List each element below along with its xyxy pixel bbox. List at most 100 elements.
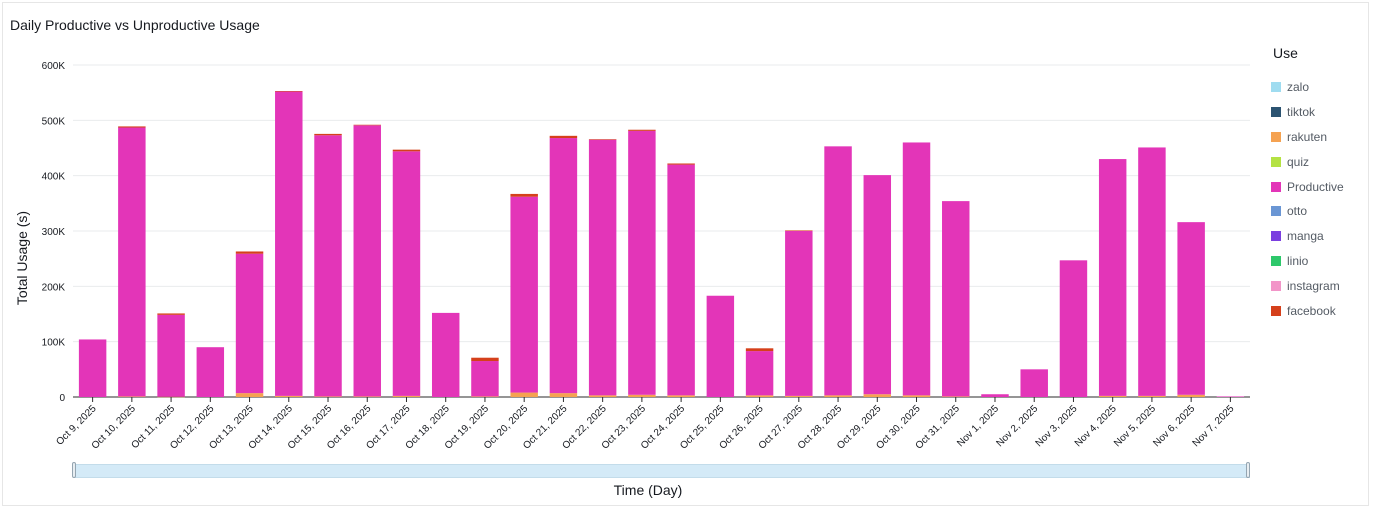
y-tick-label: 0	[59, 393, 65, 404]
y-tick-label: 400K	[42, 172, 66, 183]
legend-item-quiz[interactable]: quiz	[1268, 149, 1368, 174]
x-axis-title: Time (Day)	[613, 482, 683, 498]
bar-productive	[785, 231, 813, 396]
bar-productive	[628, 130, 656, 395]
legend-label: facebook	[1287, 303, 1336, 318]
bar-rakuten	[118, 396, 146, 397]
bar-rakuten	[1177, 394, 1205, 397]
legend-label: instagram	[1287, 278, 1340, 293]
bar-rakuten	[667, 395, 695, 397]
bar-productive	[353, 125, 381, 397]
bar-rakuten	[510, 392, 538, 397]
bar-rakuten	[1098, 395, 1127, 397]
legend-item-otto[interactable]: otto	[1268, 199, 1368, 224]
bar-productive	[942, 201, 970, 397]
bar-facebook	[628, 129, 656, 131]
bar-productive	[78, 339, 107, 397]
bar-facebook	[745, 348, 774, 352]
legend-item-zalo[interactable]: zalo	[1268, 75, 1368, 100]
bar-facebook	[785, 230, 813, 231]
bar-rakuten	[745, 395, 774, 397]
bar-productive	[981, 394, 1009, 397]
bar-rakuten	[353, 396, 381, 397]
bar-rakuten	[863, 394, 892, 397]
chart-title: Daily Productive vs Unproductive Usage	[10, 17, 260, 33]
bar-productive	[706, 295, 735, 397]
bar-productive	[314, 135, 342, 397]
range-handle-right[interactable]	[1246, 462, 1250, 478]
bar-productive	[745, 351, 774, 396]
bar-productive	[863, 175, 892, 395]
legend-label: otto	[1287, 204, 1308, 219]
bar-rakuten	[549, 393, 578, 397]
bar-facebook	[549, 135, 578, 139]
bar-rakuten	[942, 396, 970, 397]
bar-productive	[1020, 369, 1048, 397]
legend-title: Use	[1273, 45, 1298, 61]
bar-productive	[1177, 222, 1205, 395]
bar-facebook	[275, 91, 303, 92]
bar-facebook	[235, 251, 264, 254]
bar-facebook	[510, 193, 538, 197]
bar-rakuten	[392, 395, 421, 397]
legend-item-manga[interactable]: manga	[1268, 224, 1368, 249]
bar-productive	[471, 361, 499, 397]
y-tick-label: 600K	[42, 61, 66, 72]
bar-productive	[902, 142, 931, 396]
legend-swatch	[1271, 280, 1281, 291]
range-scrollbar[interactable]	[74, 464, 1250, 478]
bar-productive	[667, 164, 695, 396]
legend-label: quiz	[1287, 154, 1310, 169]
bar-productive	[118, 127, 146, 397]
bar-facebook	[588, 139, 617, 140]
legend-swatch	[1271, 156, 1281, 167]
y-tick-label: 300K	[42, 227, 66, 238]
legend: Use zalo tiktok rakuten quiz Productive otto m…	[1268, 45, 1368, 323]
legend-swatch	[1271, 131, 1281, 142]
bar-facebook	[353, 124, 381, 126]
bar-productive	[392, 151, 421, 396]
y-tick-label: 100K	[42, 338, 66, 349]
bar-rakuten	[275, 395, 303, 397]
legend-label: Productive	[1287, 179, 1344, 194]
legend-item-facebook[interactable]: facebook	[1268, 298, 1368, 323]
bar-productive	[510, 196, 538, 393]
y-tick-label: 200K	[42, 282, 66, 293]
legend-label: tiktok	[1287, 105, 1316, 120]
legend-item-rakuten[interactable]: rakuten	[1268, 125, 1368, 150]
legend-item-tiktok[interactable]: tiktok	[1268, 100, 1368, 125]
bar-productive	[1098, 159, 1127, 396]
bar-facebook	[471, 357, 499, 362]
bar-productive	[235, 253, 264, 394]
bar-rakuten	[824, 395, 852, 397]
bar-productive	[1216, 396, 1245, 397]
legend-swatch	[1271, 107, 1281, 118]
range-handle-left[interactable]	[72, 462, 76, 478]
bar-rakuten	[471, 396, 499, 397]
bar-facebook	[314, 133, 342, 136]
bar-rakuten	[235, 393, 264, 397]
bar-facebook	[157, 313, 185, 315]
legend-label: zalo	[1287, 80, 1310, 95]
bar-productive	[549, 138, 578, 394]
legend-swatch	[1271, 82, 1281, 93]
x-tick-label: Nov 7, 2025	[1191, 403, 1237, 449]
bar-productive	[157, 314, 185, 397]
legend-label: rakuten	[1287, 129, 1328, 144]
y-axis-title: Total Usage (s)	[14, 210, 30, 306]
bar-productive	[1059, 260, 1088, 397]
bar-productive	[196, 347, 225, 397]
legend-item-linio[interactable]: linio	[1268, 249, 1368, 274]
legend-label: manga	[1287, 229, 1324, 244]
bar-rakuten	[1138, 395, 1166, 397]
legend-swatch	[1271, 305, 1281, 316]
bar-rakuten	[902, 395, 931, 397]
bar-productive	[824, 146, 852, 396]
bar-facebook	[118, 126, 146, 128]
bar-productive	[588, 139, 617, 396]
bar-rakuten	[785, 395, 813, 397]
bar-rakuten	[157, 396, 185, 398]
legend-item-instagram[interactable]: instagram	[1268, 273, 1368, 298]
legend-item-productive[interactable]: Productive	[1268, 174, 1368, 199]
